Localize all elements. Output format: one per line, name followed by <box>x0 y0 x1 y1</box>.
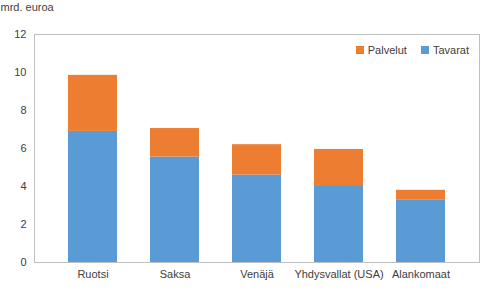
html-text:Tavarat: Tavarat <box>432 44 469 56</box>
svg-text:10: 10 <box>14 66 26 78</box>
svg-text:Yhdysvallat (USA): Yhdysvallat (USA) <box>294 268 383 280</box>
svg-text:mrd. euroa: mrd. euroa <box>1 1 55 13</box>
svg-text:Ruotsi: Ruotsi <box>77 268 108 280</box>
svg-text:8: 8 <box>20 104 26 116</box>
svg-text:Saksa: Saksa <box>160 268 191 280</box>
html-text:Palvelut: Palvelut <box>367 44 407 56</box>
svg-text:Alankomaat: Alankomaat <box>392 268 450 280</box>
svg-text:4: 4 <box>20 180 26 192</box>
svg-text:12: 12 <box>14 28 26 40</box>
svg-text:0: 0 <box>20 256 26 268</box>
svg-text:2: 2 <box>20 218 26 230</box>
svg-text:Venäjä: Venäjä <box>240 268 275 280</box>
svg-text:6: 6 <box>20 142 26 154</box>
